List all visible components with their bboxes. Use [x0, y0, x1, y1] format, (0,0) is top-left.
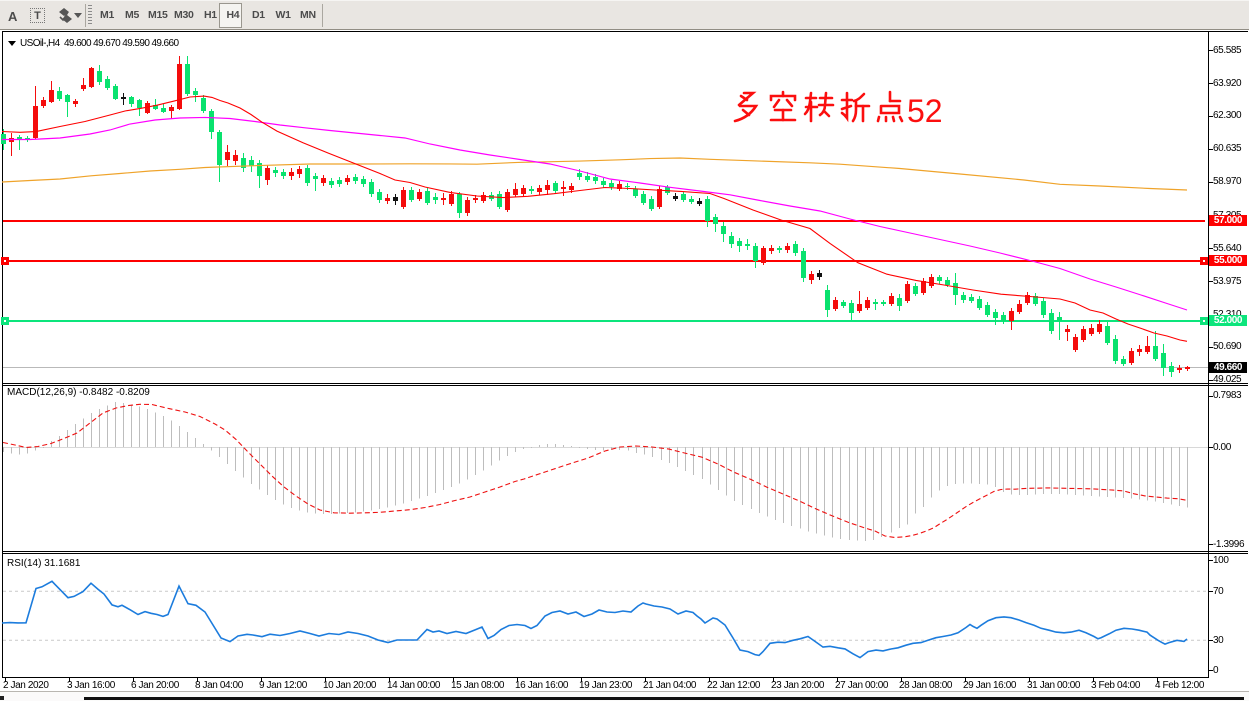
svg-text:52: 52	[907, 93, 943, 129]
